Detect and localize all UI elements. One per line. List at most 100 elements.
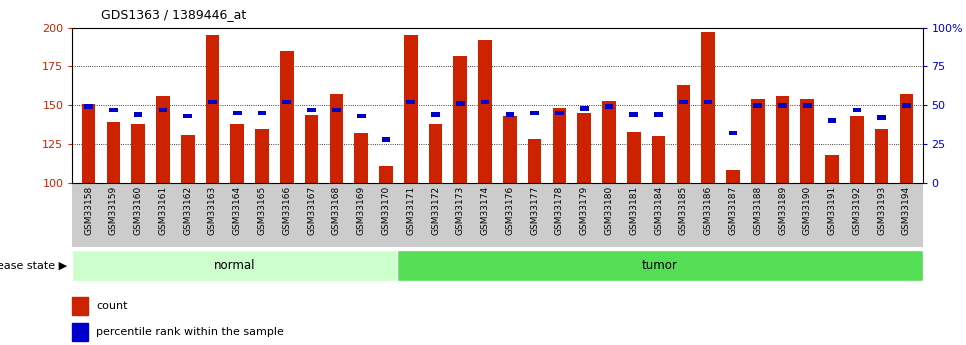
Text: GSM33172: GSM33172: [431, 186, 440, 235]
Bar: [382, 137, 390, 142]
Text: GSM33184: GSM33184: [654, 186, 663, 235]
Text: GSM33174: GSM33174: [481, 186, 490, 235]
Text: GSM33177: GSM33177: [530, 186, 539, 235]
Bar: [505, 112, 514, 117]
Bar: [530, 111, 539, 115]
Bar: [652, 136, 666, 183]
Bar: [332, 108, 341, 112]
Text: GSM33168: GSM33168: [332, 186, 341, 235]
Text: GSM33193: GSM33193: [877, 186, 886, 235]
Text: GSM33167: GSM33167: [307, 186, 316, 235]
Text: GSM33194: GSM33194: [902, 186, 911, 235]
Text: normal: normal: [214, 259, 256, 272]
Bar: [902, 103, 911, 108]
Bar: [184, 114, 192, 118]
Bar: [397, 250, 923, 281]
Bar: [481, 100, 490, 105]
Text: GSM33171: GSM33171: [407, 186, 415, 235]
Text: GSM33162: GSM33162: [184, 186, 192, 235]
Bar: [728, 131, 737, 136]
Bar: [133, 112, 142, 117]
Bar: [208, 100, 216, 105]
Bar: [379, 166, 393, 183]
Bar: [825, 155, 838, 183]
Text: tumor: tumor: [642, 259, 678, 272]
Bar: [627, 132, 640, 183]
Text: GSM33176: GSM33176: [505, 186, 514, 235]
Bar: [72, 323, 88, 341]
Bar: [156, 96, 170, 183]
Bar: [356, 114, 365, 118]
Bar: [407, 100, 415, 105]
Text: GSM33169: GSM33169: [356, 186, 366, 235]
Text: GSM33161: GSM33161: [158, 186, 167, 235]
Bar: [753, 103, 762, 108]
Text: GSM33159: GSM33159: [109, 186, 118, 235]
Text: GSM33160: GSM33160: [133, 186, 143, 235]
Bar: [255, 128, 269, 183]
Bar: [431, 112, 440, 117]
Text: count: count: [97, 301, 128, 311]
Text: GSM33178: GSM33178: [554, 186, 564, 235]
Bar: [329, 94, 343, 183]
Bar: [679, 100, 688, 105]
Bar: [726, 170, 740, 183]
Bar: [527, 139, 542, 183]
Bar: [282, 100, 291, 105]
Text: GSM33173: GSM33173: [456, 186, 465, 235]
Text: GSM33190: GSM33190: [803, 186, 811, 235]
Bar: [801, 99, 814, 183]
Bar: [181, 135, 194, 183]
Text: GSM33180: GSM33180: [605, 186, 613, 235]
Bar: [779, 103, 787, 108]
Bar: [602, 101, 616, 183]
Bar: [305, 115, 319, 183]
Bar: [456, 101, 465, 106]
Bar: [478, 40, 492, 183]
Bar: [158, 108, 167, 112]
Bar: [580, 106, 588, 111]
Text: GSM33187: GSM33187: [728, 186, 737, 235]
Bar: [701, 32, 715, 183]
Bar: [828, 118, 837, 123]
Bar: [654, 112, 663, 117]
Bar: [206, 35, 219, 183]
Bar: [72, 250, 397, 281]
Bar: [751, 99, 764, 183]
Bar: [676, 85, 690, 183]
Text: GSM33179: GSM33179: [580, 186, 588, 235]
Text: GSM33170: GSM33170: [382, 186, 390, 235]
Bar: [233, 111, 242, 115]
Bar: [630, 112, 639, 117]
Bar: [404, 35, 417, 183]
Bar: [109, 108, 118, 112]
Bar: [503, 116, 517, 183]
Bar: [578, 113, 591, 183]
Bar: [429, 124, 442, 183]
Text: disease state ▶: disease state ▶: [0, 261, 68, 270]
Bar: [72, 297, 88, 315]
Bar: [231, 124, 244, 183]
Text: percentile rank within the sample: percentile rank within the sample: [97, 327, 284, 337]
Bar: [776, 96, 789, 183]
Bar: [853, 108, 862, 112]
Text: GDS1363 / 1389446_at: GDS1363 / 1389446_at: [101, 8, 246, 21]
Text: GSM33165: GSM33165: [258, 186, 267, 235]
Bar: [875, 128, 889, 183]
Text: GSM33164: GSM33164: [233, 186, 242, 235]
Bar: [84, 105, 93, 109]
Bar: [307, 108, 316, 112]
Text: GSM33186: GSM33186: [703, 186, 713, 235]
Bar: [258, 111, 267, 115]
Bar: [453, 56, 468, 183]
Bar: [605, 105, 613, 109]
Bar: [850, 116, 864, 183]
Bar: [877, 115, 886, 120]
Bar: [704, 100, 713, 105]
Bar: [82, 104, 96, 183]
Text: GSM33163: GSM33163: [208, 186, 217, 235]
Text: GSM33181: GSM33181: [629, 186, 639, 235]
Bar: [553, 108, 566, 183]
Bar: [899, 94, 913, 183]
Text: GSM33189: GSM33189: [778, 186, 787, 235]
